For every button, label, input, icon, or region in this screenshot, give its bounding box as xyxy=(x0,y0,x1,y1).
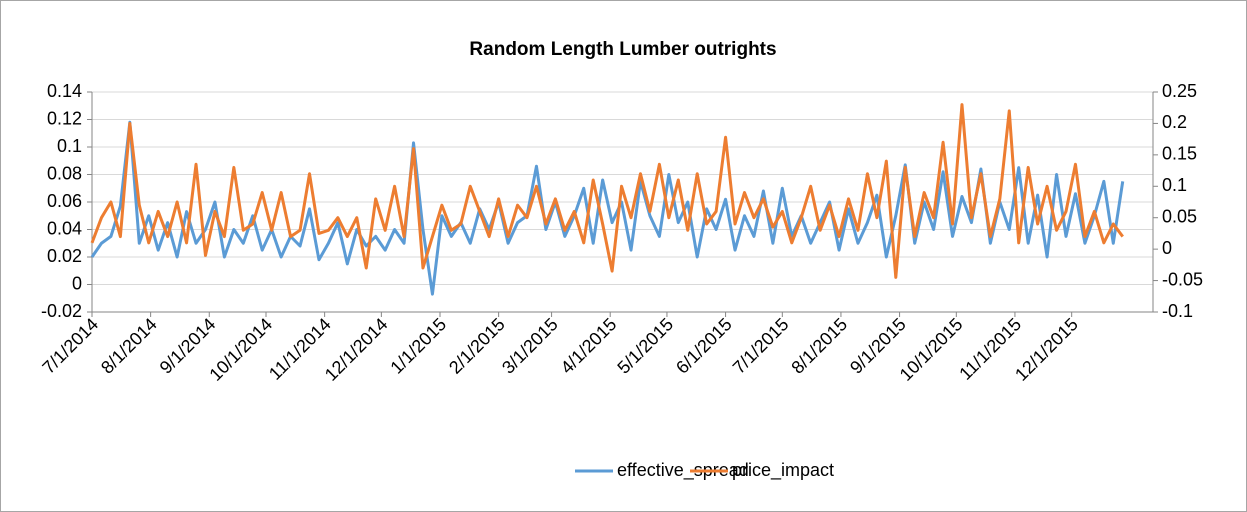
y-tick-label: -0.02 xyxy=(41,301,82,321)
y2-tick-label: 0.25 xyxy=(1162,81,1197,101)
y2-tick-label: 0.05 xyxy=(1162,206,1197,226)
y-tick-label: 0.04 xyxy=(47,218,82,238)
y-tick-label: 0.14 xyxy=(47,81,82,101)
y-tick-label: 0.06 xyxy=(47,191,82,211)
y2-tick-label: 0.15 xyxy=(1162,144,1197,164)
y2-tick-label: 0.1 xyxy=(1162,175,1187,195)
y-tick-label: 0.08 xyxy=(47,163,82,183)
y2-tick-label: -0.1 xyxy=(1162,301,1193,321)
series-line xyxy=(90,103,1124,279)
chart-title: Random Length Lumber outrights xyxy=(469,39,776,60)
y-tick-label: 0 xyxy=(72,273,82,293)
series-line xyxy=(90,120,1125,296)
y-tick-label: 0.02 xyxy=(47,246,82,266)
legend-label: effective_spread xyxy=(617,460,749,481)
y2-tick-label: -0.05 xyxy=(1162,269,1203,289)
legend-label: price_impact xyxy=(732,460,834,481)
y2-tick-label: 0.2 xyxy=(1162,112,1187,132)
y2-tick-label: 0 xyxy=(1162,238,1172,258)
y-tick-label: 0.12 xyxy=(47,108,82,128)
y-tick-label: 0.1 xyxy=(57,136,82,156)
